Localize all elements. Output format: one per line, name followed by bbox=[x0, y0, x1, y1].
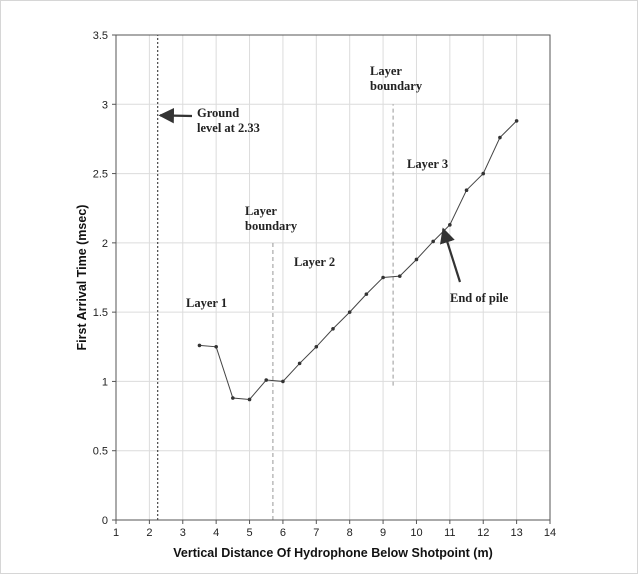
y-tick-label: 1 bbox=[102, 376, 108, 388]
reference-lines bbox=[157, 35, 394, 520]
data-point bbox=[247, 397, 252, 402]
data-point bbox=[231, 396, 235, 400]
x-tick-label: 1 bbox=[113, 527, 119, 539]
x-tick-label: 3 bbox=[180, 527, 186, 539]
x-tick-label: 4 bbox=[213, 527, 219, 539]
x-tick-label: 5 bbox=[246, 527, 252, 539]
data-point bbox=[514, 119, 519, 123]
annotation-line: Layer 1 bbox=[186, 296, 227, 310]
annotation-label: Layer 1 bbox=[186, 296, 227, 310]
grid bbox=[115, 34, 551, 521]
pointer-arrow bbox=[440, 227, 462, 283]
data-point bbox=[448, 223, 452, 227]
data-point bbox=[347, 310, 352, 314]
annotation-line: Layer bbox=[245, 204, 277, 218]
x-tick-label: 13 bbox=[510, 527, 522, 539]
data-point bbox=[264, 378, 269, 382]
data-point bbox=[314, 344, 319, 349]
y-tick-label: 3.5 bbox=[93, 30, 108, 42]
x-tick-label: 8 bbox=[347, 527, 353, 539]
data-point bbox=[498, 135, 502, 140]
annotation-line: Layer bbox=[370, 64, 402, 78]
y-axis-label: First Arrival Time (msec) bbox=[75, 205, 89, 351]
annotation-line: level at 2.33 bbox=[197, 121, 260, 135]
pointer-arrow bbox=[158, 107, 193, 124]
x-axis-label: Vertical Distance Of Hydrophone Below Sh… bbox=[173, 546, 492, 560]
data-point bbox=[381, 275, 385, 280]
x-tick-label: 7 bbox=[313, 527, 319, 539]
annotation-label: Layer boundary bbox=[245, 204, 298, 233]
annotation-label: Layer boundary bbox=[370, 64, 423, 93]
annotation-label: Ground level at 2.33 bbox=[197, 106, 260, 135]
data-point bbox=[431, 239, 435, 244]
x-tick-label: 9 bbox=[380, 527, 386, 539]
y-tick-label: 0.5 bbox=[93, 446, 108, 458]
x-tick-label: 6 bbox=[280, 527, 286, 539]
plot-border bbox=[115, 34, 551, 521]
y-tick-label: 0 bbox=[102, 515, 108, 527]
annotation-line: boundary bbox=[370, 79, 423, 93]
y-tick-label: 1.5 bbox=[93, 307, 108, 319]
annotation-line: boundary bbox=[245, 219, 298, 233]
x-tick-label: 2 bbox=[146, 527, 152, 539]
annotation-line: Layer 2 bbox=[294, 255, 335, 269]
x-tick-label: 10 bbox=[410, 527, 422, 539]
y-tick-label: 2.5 bbox=[93, 169, 108, 181]
annotation-label: End of pile bbox=[450, 291, 509, 305]
data-point bbox=[331, 326, 335, 331]
annotation-label: Layer 2 bbox=[294, 255, 335, 269]
data-point bbox=[481, 171, 486, 176]
data-point bbox=[297, 361, 302, 366]
annotation-line: End of pile bbox=[450, 291, 509, 305]
data-point bbox=[197, 343, 202, 348]
x-tick-label: 14 bbox=[544, 527, 556, 539]
y-tick-label: 2 bbox=[102, 238, 108, 250]
annotation-line: Ground bbox=[197, 106, 239, 120]
data-point bbox=[214, 344, 218, 349]
y-tick-label: 3 bbox=[102, 99, 108, 111]
series-line bbox=[199, 120, 517, 400]
x-tick-label: 11 bbox=[444, 527, 455, 539]
annotation-line: Layer 3 bbox=[407, 157, 448, 171]
data-point bbox=[397, 274, 402, 278]
data-point bbox=[281, 379, 285, 384]
data-series bbox=[197, 119, 519, 402]
annotation-label: Layer 3 bbox=[407, 157, 448, 171]
data-point bbox=[464, 188, 469, 192]
x-tick-label: 12 bbox=[477, 527, 489, 539]
data-point bbox=[364, 292, 369, 296]
data-point bbox=[414, 257, 419, 262]
